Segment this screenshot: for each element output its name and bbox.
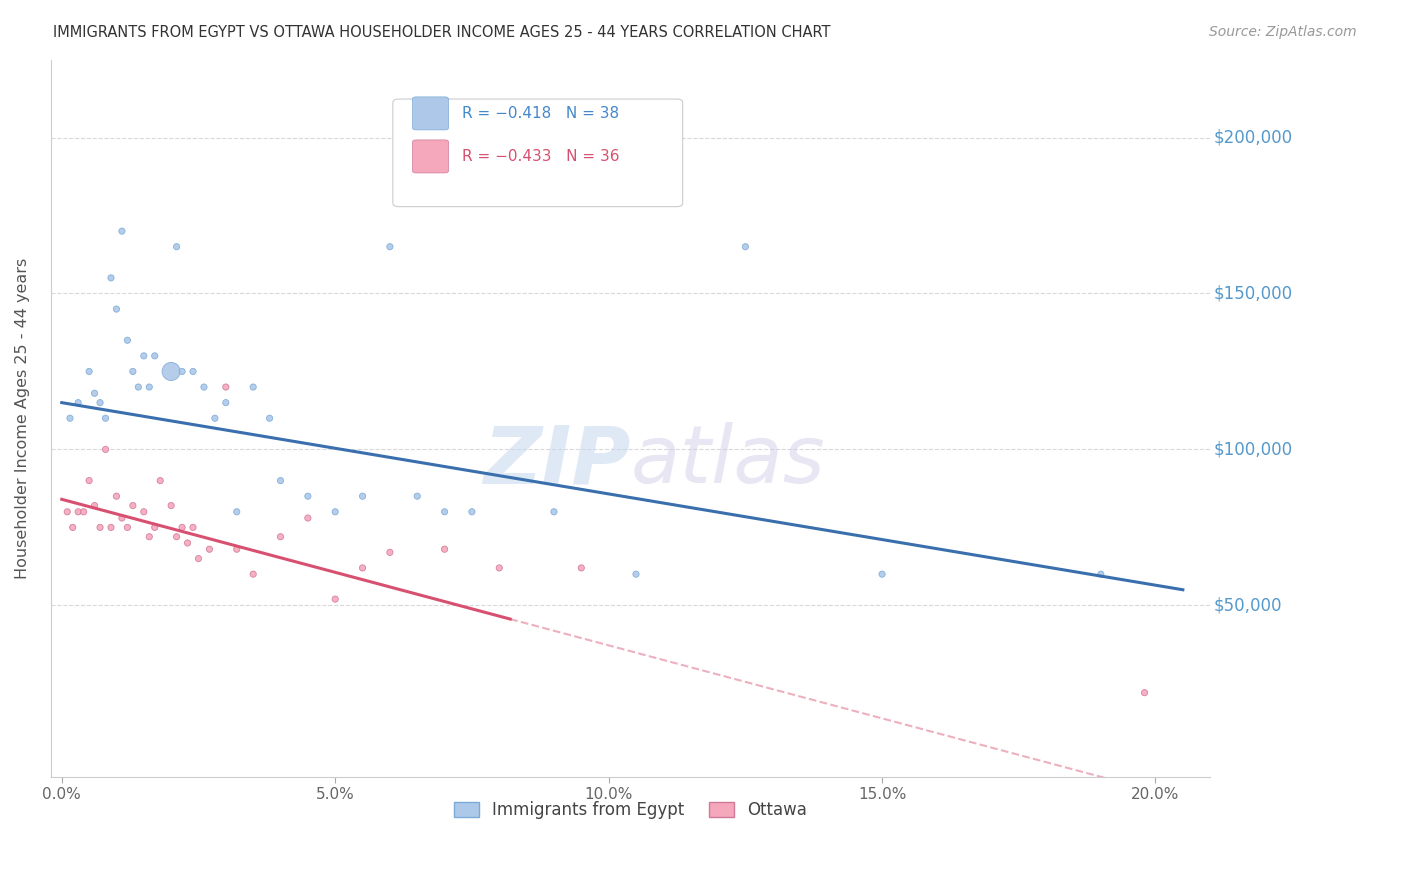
Point <box>488 561 510 575</box>
Point <box>242 567 264 582</box>
Point <box>143 520 166 534</box>
Point <box>187 551 209 566</box>
Point <box>215 395 238 409</box>
Point <box>138 380 160 394</box>
Point <box>105 302 128 317</box>
Legend: Immigrants from Egypt, Ottawa: Immigrants from Egypt, Ottawa <box>447 795 814 826</box>
Point <box>172 520 194 534</box>
Point <box>83 499 105 513</box>
Text: R = −0.433   N = 36: R = −0.433 N = 36 <box>463 149 620 164</box>
Point <box>378 240 401 254</box>
Point <box>172 364 194 378</box>
Point <box>543 505 565 519</box>
Text: $50,000: $50,000 <box>1213 597 1282 615</box>
Point <box>734 240 756 254</box>
Point <box>1090 567 1112 582</box>
Text: IMMIGRANTS FROM EGYPT VS OTTAWA HOUSEHOLDER INCOME AGES 25 - 44 YEARS CORRELATIO: IMMIGRANTS FROM EGYPT VS OTTAWA HOUSEHOL… <box>53 25 831 40</box>
Point <box>433 505 456 519</box>
Point <box>117 333 139 347</box>
Point <box>59 411 82 425</box>
Point <box>111 224 134 238</box>
Point <box>160 364 183 378</box>
Point <box>67 395 90 409</box>
Text: Source: ZipAtlas.com: Source: ZipAtlas.com <box>1209 25 1357 39</box>
Point <box>297 489 319 503</box>
Point <box>117 520 139 534</box>
Text: ZIP: ZIP <box>484 422 630 500</box>
Point <box>569 561 592 575</box>
Point <box>176 536 198 550</box>
Point <box>259 411 281 425</box>
Point <box>461 505 484 519</box>
Point <box>121 499 143 513</box>
Text: $200,000: $200,000 <box>1213 128 1292 146</box>
Point <box>132 349 155 363</box>
Point <box>225 505 247 519</box>
FancyBboxPatch shape <box>412 97 449 130</box>
FancyBboxPatch shape <box>392 99 683 207</box>
Point <box>94 411 117 425</box>
Point <box>270 474 292 488</box>
Point <box>138 530 160 544</box>
FancyBboxPatch shape <box>412 140 449 173</box>
Point <box>62 520 84 534</box>
Point <box>100 271 122 285</box>
Point <box>160 499 183 513</box>
Point <box>378 545 401 559</box>
Point <box>323 505 346 519</box>
Point <box>83 386 105 401</box>
Point <box>323 592 346 607</box>
Point <box>111 511 134 525</box>
Point <box>89 395 111 409</box>
Point <box>242 380 264 394</box>
Point <box>297 511 319 525</box>
Point <box>121 364 143 378</box>
Point <box>149 474 172 488</box>
Point <box>77 364 100 378</box>
Point <box>105 489 128 503</box>
Point <box>193 380 215 394</box>
Point <box>352 561 374 575</box>
Point <box>127 380 149 394</box>
Text: $150,000: $150,000 <box>1213 285 1292 302</box>
Point <box>215 380 238 394</box>
Text: R = −0.418   N = 38: R = −0.418 N = 38 <box>463 106 620 121</box>
Point <box>406 489 429 503</box>
Point <box>77 474 100 488</box>
Point <box>89 520 111 534</box>
Point <box>624 567 647 582</box>
Point <box>225 542 247 557</box>
Y-axis label: Householder Income Ages 25 - 44 years: Householder Income Ages 25 - 44 years <box>15 258 30 579</box>
Point <box>166 530 188 544</box>
Point <box>143 349 166 363</box>
Point <box>181 364 204 378</box>
Point <box>181 520 204 534</box>
Point <box>67 505 90 519</box>
Point <box>1133 686 1156 700</box>
Point <box>198 542 221 557</box>
Point <box>204 411 226 425</box>
Text: atlas: atlas <box>630 422 825 500</box>
Point <box>132 505 155 519</box>
Point <box>94 442 117 457</box>
Point <box>72 505 94 519</box>
Point <box>870 567 893 582</box>
Point <box>100 520 122 534</box>
Text: $100,000: $100,000 <box>1213 441 1292 458</box>
Point <box>270 530 292 544</box>
Point <box>352 489 374 503</box>
Point <box>56 505 79 519</box>
Point <box>433 542 456 557</box>
Point <box>166 240 188 254</box>
